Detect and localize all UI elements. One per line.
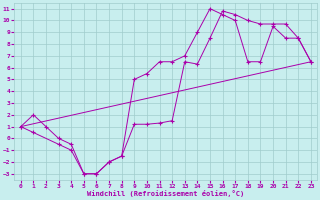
X-axis label: Windchill (Refroidissement éolien,°C): Windchill (Refroidissement éolien,°C): [87, 190, 244, 197]
